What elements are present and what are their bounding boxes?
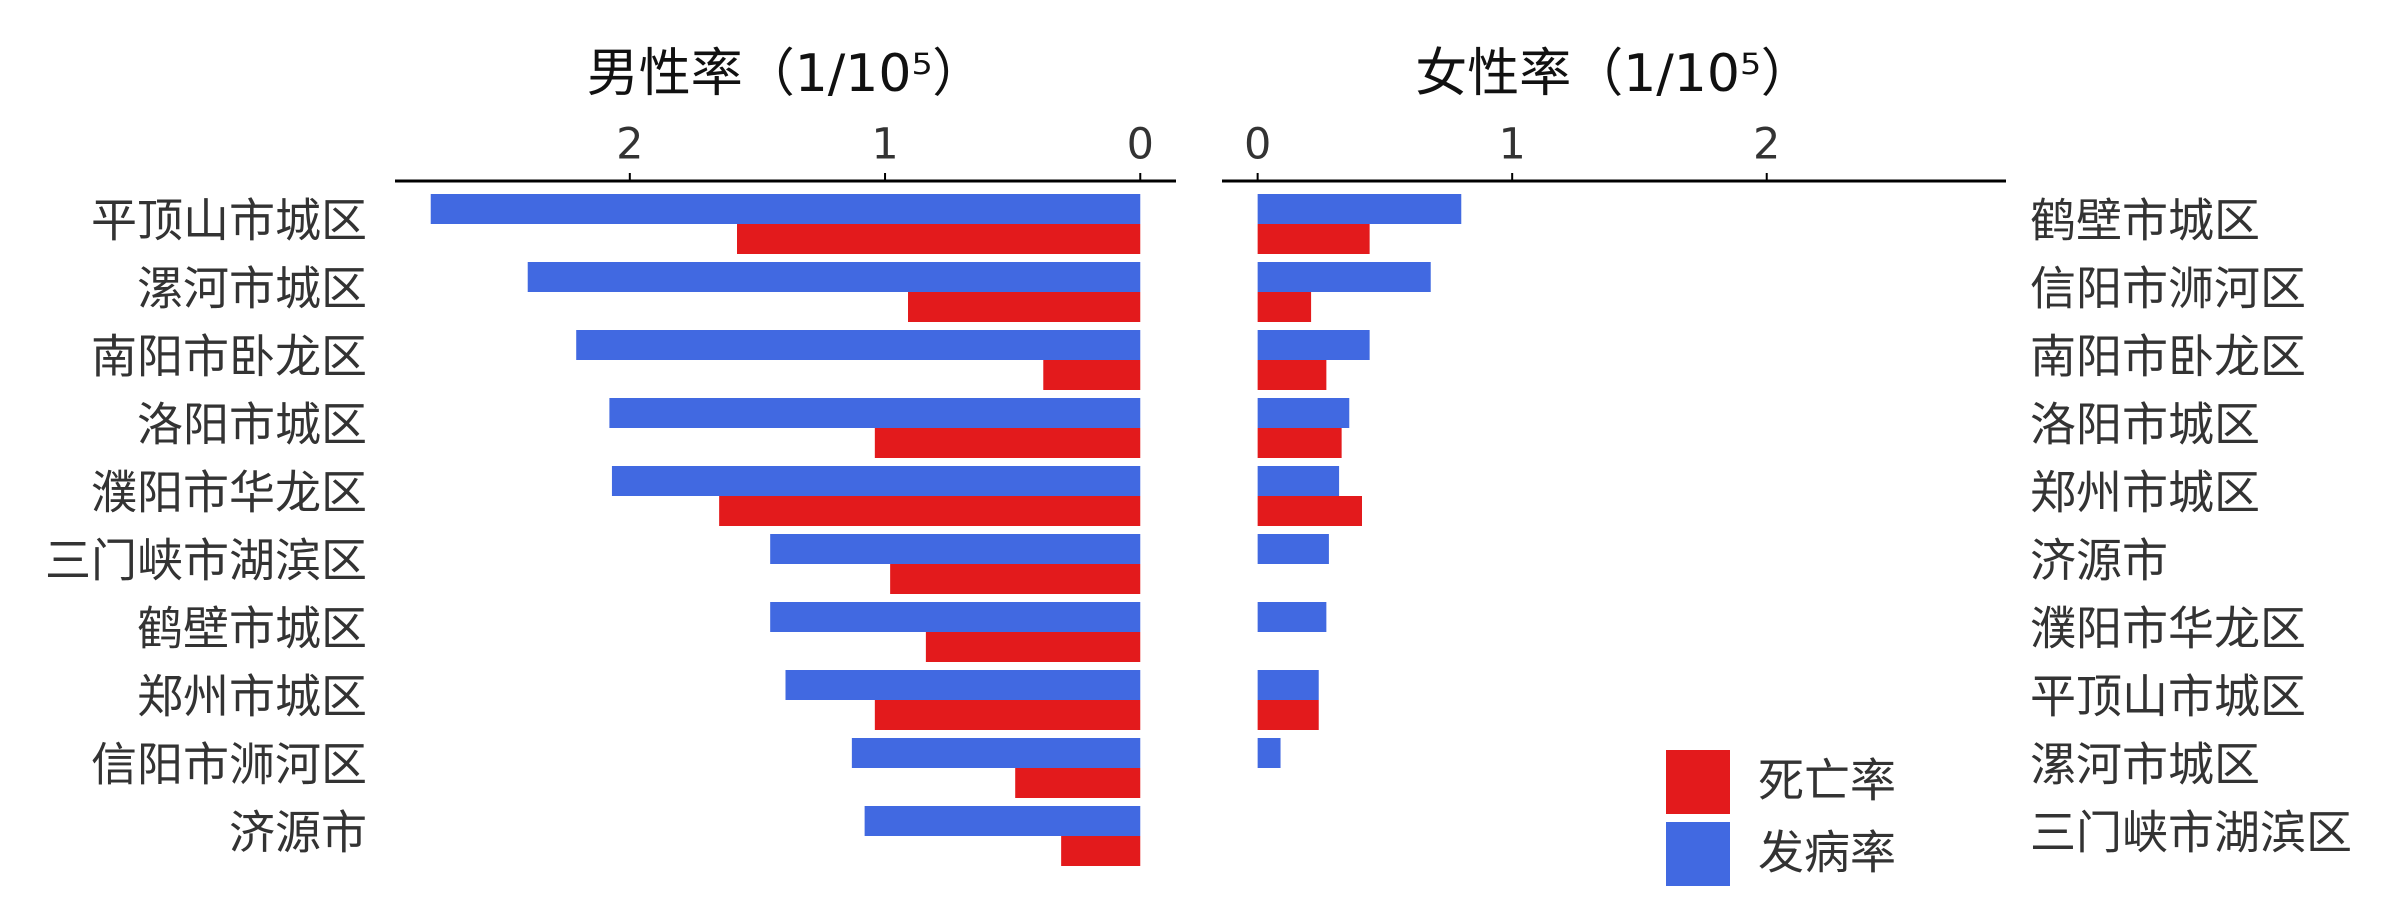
- bar: [1043, 360, 1141, 390]
- bar: [770, 534, 1141, 564]
- category-label: 信阳市浉河区: [2030, 262, 2306, 316]
- category-label: 洛阳市城区: [2030, 398, 2260, 452]
- bar: [1061, 836, 1141, 866]
- bar: [890, 564, 1141, 594]
- bar: [864, 806, 1141, 836]
- category-label: 漯河市城区: [2030, 738, 2260, 792]
- bar: [1015, 768, 1141, 798]
- bar: [737, 224, 1141, 254]
- category-label: 三门峡市湖滨区: [45, 534, 367, 588]
- bar: [874, 428, 1141, 458]
- bar: [1257, 496, 1362, 526]
- category-label: 洛阳市城区: [137, 398, 367, 452]
- bar: [1257, 330, 1370, 360]
- category-label: 平顶山市城区: [91, 194, 367, 248]
- bar: [719, 496, 1141, 526]
- category-label: 郑州市城区: [137, 670, 367, 724]
- category-label: 南阳市卧龙区: [91, 330, 367, 384]
- bar: [925, 632, 1141, 662]
- bar: [770, 602, 1141, 632]
- x-tick-label: 1: [1499, 120, 1526, 170]
- x-tick-label: 0: [1244, 120, 1271, 170]
- bar: [1257, 602, 1327, 632]
- x-tick-label: 2: [616, 120, 643, 170]
- bar: [1257, 700, 1319, 730]
- category-label: 郑州市城区: [2030, 466, 2260, 520]
- bar: [785, 670, 1141, 700]
- category-label: 鹤壁市城区: [2030, 194, 2260, 248]
- category-label: 南阳市卧龙区: [2030, 330, 2306, 384]
- legend-label: 死亡率: [1758, 754, 1896, 808]
- x-tick-label: 1: [871, 120, 898, 170]
- category-label: 濮阳市华龙区: [91, 466, 367, 520]
- legend-label: 发病率: [1758, 826, 1896, 880]
- bar: [1257, 738, 1281, 768]
- bar: [851, 738, 1141, 768]
- bar: [576, 330, 1141, 360]
- category-label: 济源市: [229, 806, 367, 860]
- bar: [430, 194, 1141, 224]
- category-label: 漯河市城区: [137, 262, 367, 316]
- bar: [527, 262, 1141, 292]
- chart-title: 女性率（1/10⁵）: [1415, 44, 1813, 104]
- bar: [1257, 670, 1319, 700]
- category-label: 濮阳市华龙区: [2030, 602, 2306, 656]
- category-label: 济源市: [2030, 534, 2168, 588]
- bar: [1257, 194, 1462, 224]
- bar: [1257, 466, 1340, 496]
- category-label: 平顶山市城区: [2030, 670, 2306, 724]
- bar: [874, 700, 1141, 730]
- bar: [609, 398, 1141, 428]
- bar: [1257, 534, 1329, 564]
- category-label: 三门峡市湖滨区: [2030, 806, 2352, 860]
- bar: [1257, 398, 1350, 428]
- bar: [1257, 360, 1327, 390]
- bar: [1257, 224, 1370, 254]
- bar: [611, 466, 1141, 496]
- bar: [908, 292, 1141, 322]
- legend-swatch: [1666, 822, 1730, 886]
- x-tick-label: 2: [1753, 120, 1780, 170]
- category-label: 鹤壁市城区: [137, 602, 367, 656]
- legend-swatch: [1666, 750, 1730, 814]
- bar: [1257, 428, 1342, 458]
- x-tick-label: 0: [1127, 120, 1154, 170]
- bar: [1257, 262, 1431, 292]
- category-label: 信阳市浉河区: [91, 738, 367, 792]
- bar: [1257, 292, 1312, 322]
- chart-title: 男性率（1/10⁵）: [587, 44, 985, 104]
